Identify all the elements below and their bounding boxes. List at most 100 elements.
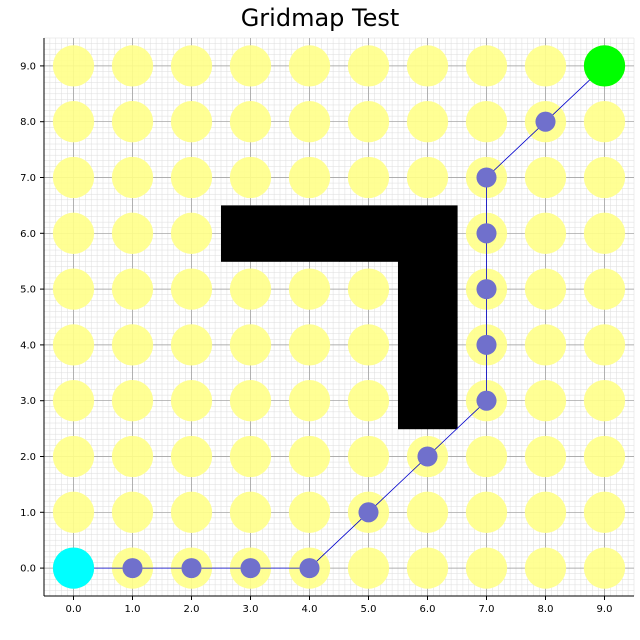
free-cell-marker	[170, 435, 213, 478]
x-tick-label: 3.0	[243, 604, 259, 615]
obstacle-cell	[398, 261, 458, 318]
free-cell-marker	[406, 491, 449, 533]
obstacle-cell	[398, 372, 458, 430]
free-cell-marker	[583, 156, 626, 199]
free-cell-marker	[229, 45, 272, 87]
x-tick-label: 6.0	[420, 604, 436, 615]
free-cell-marker	[288, 435, 331, 478]
free-cell-marker	[524, 268, 567, 310]
free-cell-marker	[170, 101, 213, 143]
path-node	[476, 390, 497, 411]
free-cell-marker	[347, 268, 390, 310]
free-cell-marker	[229, 491, 272, 533]
free-cell-marker	[229, 268, 272, 310]
obstacle-cell	[339, 205, 399, 262]
free-cell-marker	[170, 268, 213, 310]
free-cell-marker	[170, 324, 213, 366]
free-cell-marker	[52, 491, 95, 533]
free-cell-marker	[465, 45, 508, 87]
path-node	[476, 279, 497, 300]
path-node	[417, 446, 438, 467]
free-cell-marker	[347, 547, 390, 589]
free-cell-marker	[170, 212, 213, 254]
free-cell-marker	[52, 156, 95, 199]
obstacle-cell	[221, 205, 281, 262]
free-cells	[52, 45, 626, 589]
path-node	[181, 558, 202, 579]
free-cell-marker	[583, 380, 626, 422]
goal-marker	[583, 45, 626, 87]
free-cell-marker	[347, 435, 390, 478]
free-cell-marker	[229, 324, 272, 366]
free-cell-marker	[583, 547, 626, 589]
free-cell-marker	[583, 101, 626, 143]
y-tick-label: 4.0	[20, 340, 36, 351]
free-cell-marker	[524, 45, 567, 87]
free-cell-marker	[583, 435, 626, 478]
obstacle-cell	[398, 205, 458, 262]
free-cell-marker	[347, 101, 390, 143]
path-node	[240, 558, 261, 579]
free-cell-marker	[347, 380, 390, 422]
free-cell-marker	[347, 156, 390, 199]
free-cell-marker	[524, 380, 567, 422]
free-cell-marker	[288, 45, 331, 87]
free-cell-marker	[465, 101, 508, 143]
y-tick-label: 5.0	[20, 285, 36, 296]
free-cell-marker	[111, 212, 154, 254]
free-cell-marker	[406, 101, 449, 143]
axes	[43, 38, 634, 597]
chart-title: Gridmap Test	[240, 4, 400, 32]
y-tick-label: 0.0	[20, 564, 36, 575]
free-cell-marker	[583, 491, 626, 533]
free-cell-marker	[52, 324, 95, 366]
free-cell-marker	[406, 547, 449, 589]
free-cell-marker	[229, 101, 272, 143]
free-cell-marker	[229, 156, 272, 199]
start-marker	[52, 547, 95, 589]
y-tick-label: 1.0	[20, 508, 36, 519]
free-cell-marker	[288, 324, 331, 366]
free-cell-marker	[111, 380, 154, 422]
free-cell-marker	[288, 156, 331, 199]
free-cell-marker	[465, 491, 508, 533]
x-tick-label: 1.0	[125, 604, 141, 615]
free-cell-marker	[52, 101, 95, 143]
free-cell-marker	[170, 45, 213, 87]
free-cell-marker	[170, 156, 213, 199]
free-cell-marker	[524, 547, 567, 589]
free-cell-marker	[111, 491, 154, 533]
free-cell-marker	[406, 156, 449, 199]
path-node	[476, 334, 497, 355]
free-cell-marker	[52, 212, 95, 254]
endpoints	[52, 45, 626, 589]
free-cell-marker	[288, 380, 331, 422]
free-cell-marker	[465, 435, 508, 478]
free-cell-marker	[111, 435, 154, 478]
y-tick-label: 3.0	[20, 396, 36, 407]
free-cell-marker	[52, 380, 95, 422]
free-cell-marker	[111, 101, 154, 143]
y-tick-label: 9.0	[20, 61, 36, 72]
x-tick-label: 4.0	[302, 604, 318, 615]
x-tick-label: 8.0	[538, 604, 554, 615]
x-tick-label: 0.0	[66, 604, 82, 615]
x-tick-label: 7.0	[479, 604, 495, 615]
free-cell-marker	[583, 268, 626, 310]
free-cell-marker	[170, 491, 213, 533]
free-cell-marker	[229, 435, 272, 478]
free-cell-marker	[524, 435, 567, 478]
free-cell-marker	[229, 380, 272, 422]
y-tick-label: 2.0	[20, 452, 36, 463]
free-cell-marker	[524, 212, 567, 254]
free-cell-marker	[524, 491, 567, 533]
free-cell-marker	[111, 268, 154, 310]
free-cell-marker	[52, 435, 95, 478]
x-tick-label: 2.0	[184, 604, 200, 615]
y-tick-label: 6.0	[20, 229, 36, 240]
free-cell-marker	[288, 268, 331, 310]
free-cell-marker	[347, 45, 390, 87]
free-cell-marker	[583, 324, 626, 366]
path-node	[299, 558, 320, 579]
